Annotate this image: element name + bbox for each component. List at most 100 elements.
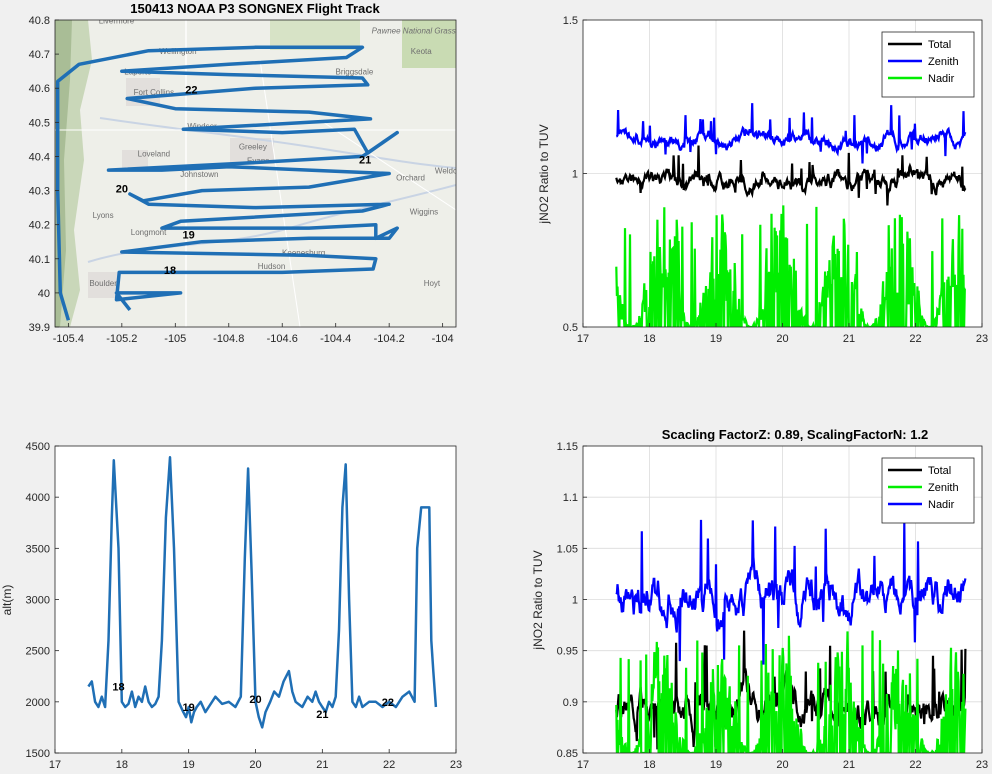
y-tick-label: 40.3 — [29, 186, 50, 198]
basemap-label: Longmont — [131, 228, 167, 237]
basemap-label: Briggsdale — [336, 68, 374, 77]
basemap-label: Lyons — [93, 211, 114, 220]
urban-area — [230, 138, 274, 164]
basemap-label: Wiggins — [410, 207, 438, 216]
y-tick-label: 40.2 — [29, 220, 50, 232]
legend-label: Total — [928, 465, 951, 477]
x-tick-label: 23 — [976, 333, 988, 345]
map-panel: Livermore Pawnee National Grassland Keota W… — [29, 1, 472, 345]
series-line-total — [615, 145, 967, 206]
x-tick-label: 20 — [249, 759, 261, 771]
x-tick-label: 21 — [843, 333, 855, 345]
y-tick-label: 0.9 — [563, 697, 578, 709]
altitude-line — [87, 456, 438, 729]
y-tick-label: 1.5 — [563, 15, 578, 27]
altitude-panel: 18 19 20 21 22 17 18 19 20 21 22 23 1500 2000 2500 300… — [0, 441, 462, 771]
x-tick-label: 18 — [643, 333, 655, 345]
ylabel: jNO2 Ratio to TUV — [531, 550, 545, 650]
x-tick-label: 19 — [710, 333, 722, 345]
basemap-label: Loveland — [138, 149, 170, 158]
y-tick-label: 40.6 — [29, 83, 50, 95]
urban-area — [122, 150, 148, 170]
x-tick-label: -105.2 — [106, 333, 137, 345]
y-tick-label: 1500 — [26, 748, 50, 760]
basemap-label: Wellington — [159, 47, 196, 56]
basemap-label: Hudson — [258, 262, 286, 271]
ratio-top-panel: 17 18 19 20 21 22 230.511.5 jNO2 Ratio to TUV … — [537, 15, 988, 345]
ylabel: alt(m) — [0, 585, 14, 616]
basemap-label: Livermore — [99, 16, 135, 25]
hour-annotation: 18 — [164, 265, 176, 277]
y-tick-label: 39.9 — [29, 322, 50, 334]
x-tick-label: -104.2 — [374, 333, 405, 345]
hour-annotation: 21 — [316, 709, 328, 721]
grassland-area — [270, 20, 360, 50]
legend-label: Zenith — [928, 56, 959, 68]
x-tick-label: -105 — [164, 333, 186, 345]
y-tick-label: 1 — [572, 595, 578, 607]
x-tick-label: 19 — [710, 759, 722, 771]
basemap-label: Greeley — [239, 143, 267, 152]
hour-annotation: 22 — [185, 84, 197, 96]
x-tick-label: 21 — [316, 759, 328, 771]
hour-annotation: 19 — [183, 229, 195, 241]
x-tick-label: -104 — [432, 333, 454, 345]
hour-annotation: 22 — [382, 697, 394, 709]
series-line-nadir — [615, 519, 967, 665]
x-tick-label: 22 — [909, 333, 921, 345]
ratio-bottom-panel: 17 18 19 20 21 22 23 0.85 0.9 0.95 1 1.05 1.1 1.15 jN… — [531, 427, 988, 771]
y-tick-label: 1.15 — [557, 441, 578, 453]
river-line — [99, 117, 456, 169]
x-tick-label: 21 — [843, 759, 855, 771]
ylabel: jNO2 Ratio to TUV — [537, 124, 551, 224]
x-tick-label: -104.8 — [213, 333, 244, 345]
y-tick-label: 1.1 — [563, 492, 578, 504]
basemap-label: Keota — [411, 47, 432, 56]
axes-box — [54, 19, 457, 328]
x-tick-label: 17 — [49, 759, 61, 771]
y-tick-label: 0.85 — [557, 748, 578, 760]
y-tick-label: 0.5 — [563, 322, 578, 334]
x-tick-label: 17 — [577, 759, 589, 771]
y-tick-label: 40.5 — [29, 117, 50, 129]
legend-label: Nadir — [928, 499, 955, 511]
basemap-label: Johnstown — [180, 170, 218, 179]
legend-label: Zenith — [928, 482, 959, 494]
y-tick-label: 1.05 — [557, 543, 578, 555]
y-tick-label: 4500 — [26, 441, 50, 453]
y-tick-label: 40 — [38, 288, 50, 300]
x-tick-label: 20 — [776, 333, 788, 345]
highway-line — [319, 119, 456, 211]
x-tick-label: 23 — [976, 759, 988, 771]
basemap-label: Boulder — [89, 279, 117, 288]
x-tick-label: 19 — [183, 759, 195, 771]
map-title: 150413 NOAA P3 SONGNEX Flight Track — [130, 1, 380, 16]
legend-label: Total — [928, 39, 951, 51]
series-line-zenith — [615, 103, 967, 164]
series-line-nadir — [615, 205, 966, 327]
y-tick-label: 40.7 — [29, 49, 50, 61]
hour-annotation: 20 — [116, 183, 128, 195]
y-tick-label: 40.8 — [29, 15, 50, 27]
y-tick-label: 2500 — [26, 646, 50, 658]
hour-annotation: 20 — [249, 694, 261, 706]
flight-track — [55, 45, 399, 321]
series-line-zenith — [615, 630, 967, 753]
y-tick-label: 4000 — [26, 492, 50, 504]
y-tick-label: 0.95 — [557, 646, 578, 658]
basemap-label: Hoyt — [424, 279, 441, 288]
y-tick-label: 40.4 — [29, 151, 50, 163]
y-tick-label: 3000 — [26, 595, 50, 607]
basemap-label: Pawnee National Grassland — [372, 27, 472, 36]
x-tick-label: -104.4 — [320, 333, 351, 345]
urban-area — [88, 272, 118, 298]
hour-annotation: 18 — [112, 682, 124, 694]
plot-title: Scacling FactorZ: 0.89, ScalingFactorN: … — [662, 427, 929, 442]
basemap-label: Weldona — [435, 167, 467, 176]
basemap-label: Keenesburg — [282, 248, 325, 257]
hour-annotation: 21 — [359, 154, 371, 166]
basemap-label: Fort Collins — [134, 88, 174, 97]
basemap-label: Orchard — [396, 173, 425, 182]
x-tick-label: 23 — [450, 759, 462, 771]
